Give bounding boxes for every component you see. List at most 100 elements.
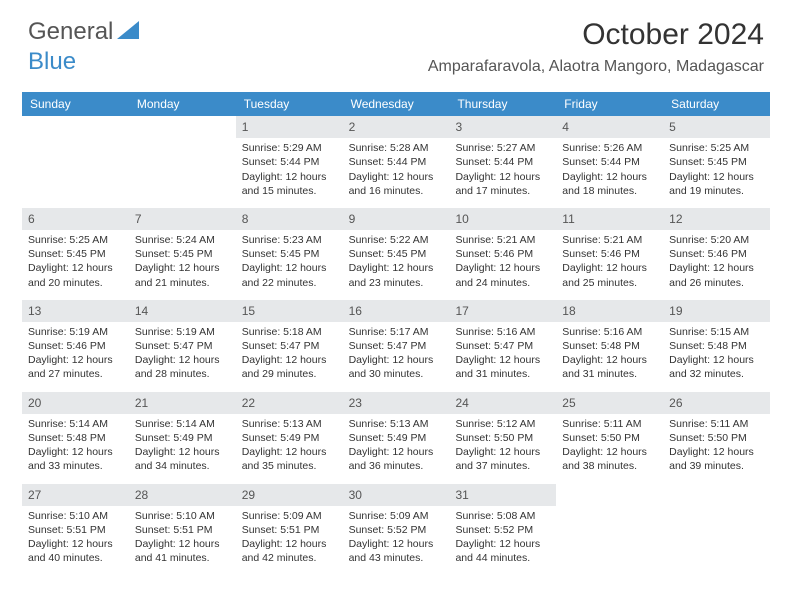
day-cell: 21Sunrise: 5:14 AMSunset: 5:49 PMDayligh…: [129, 392, 236, 484]
day-content: Sunrise: 5:29 AMSunset: 5:44 PMDaylight:…: [236, 138, 343, 208]
weeks-container: .... 1Sunrise: 5:29 AMSunset: 5:44 PMDayl…: [22, 116, 770, 575]
sunset-line: Sunset: 5:52 PM: [455, 523, 550, 537]
day-content: Sunrise: 5:28 AMSunset: 5:44 PMDaylight:…: [343, 138, 450, 208]
day-number: 17: [449, 300, 556, 322]
daylight-line: Daylight: 12 hours and 33 minutes.: [28, 445, 123, 473]
day-header: Saturday: [663, 92, 770, 116]
sunrise-line: Sunrise: 5:16 AM: [455, 325, 550, 339]
header: General October 2024 Amparafaravola, Ala…: [0, 0, 792, 82]
page-title: October 2024: [428, 18, 764, 52]
sunrise-line: Sunrise: 5:19 AM: [135, 325, 230, 339]
daylight-line: Daylight: 12 hours and 21 minutes.: [135, 261, 230, 289]
daylight-line: Daylight: 12 hours and 24 minutes.: [455, 261, 550, 289]
day-cell: ..: [22, 116, 129, 208]
day-number: 19: [663, 300, 770, 322]
day-number: 23: [343, 392, 450, 414]
day-cell: 20Sunrise: 5:14 AMSunset: 5:48 PMDayligh…: [22, 392, 129, 484]
day-cell: 9Sunrise: 5:22 AMSunset: 5:45 PMDaylight…: [343, 208, 450, 300]
sunset-line: Sunset: 5:45 PM: [669, 155, 764, 169]
sunset-line: Sunset: 5:44 PM: [562, 155, 657, 169]
sunrise-line: Sunrise: 5:14 AM: [135, 417, 230, 431]
day-cell: 13Sunrise: 5:19 AMSunset: 5:46 PMDayligh…: [22, 300, 129, 392]
sunrise-line: Sunrise: 5:24 AM: [135, 233, 230, 247]
day-number: 31: [449, 484, 556, 506]
day-number: 28: [129, 484, 236, 506]
daylight-line: Daylight: 12 hours and 15 minutes.: [242, 170, 337, 198]
sunrise-line: Sunrise: 5:16 AM: [562, 325, 657, 339]
sunrise-line: Sunrise: 5:28 AM: [349, 141, 444, 155]
daylight-line: Daylight: 12 hours and 26 minutes.: [669, 261, 764, 289]
day-cell: 16Sunrise: 5:17 AMSunset: 5:47 PMDayligh…: [343, 300, 450, 392]
day-number: 27: [22, 484, 129, 506]
day-content: Sunrise: 5:23 AMSunset: 5:45 PMDaylight:…: [236, 230, 343, 300]
day-content: Sunrise: 5:18 AMSunset: 5:47 PMDaylight:…: [236, 322, 343, 392]
day-number: 29: [236, 484, 343, 506]
day-content: Sunrise: 5:21 AMSunset: 5:46 PMDaylight:…: [449, 230, 556, 300]
daylight-line: Daylight: 12 hours and 28 minutes.: [135, 353, 230, 381]
daylight-line: Daylight: 12 hours and 37 minutes.: [455, 445, 550, 473]
day-cell: 4Sunrise: 5:26 AMSunset: 5:44 PMDaylight…: [556, 116, 663, 208]
day-content: Sunrise: 5:26 AMSunset: 5:44 PMDaylight:…: [556, 138, 663, 208]
day-content: Sunrise: 5:16 AMSunset: 5:48 PMDaylight:…: [556, 322, 663, 392]
sunset-line: Sunset: 5:45 PM: [135, 247, 230, 261]
sunrise-line: Sunrise: 5:09 AM: [242, 509, 337, 523]
day-content: Sunrise: 5:16 AMSunset: 5:47 PMDaylight:…: [449, 322, 556, 392]
day-content: Sunrise: 5:17 AMSunset: 5:47 PMDaylight:…: [343, 322, 450, 392]
day-cell: 18Sunrise: 5:16 AMSunset: 5:48 PMDayligh…: [556, 300, 663, 392]
daylight-line: Daylight: 12 hours and 23 minutes.: [349, 261, 444, 289]
day-cell: 24 Sunrise: 5:12 AMSunset: 5:50 PMDayligh…: [449, 392, 556, 484]
daylight-line: Daylight: 12 hours and 34 minutes.: [135, 445, 230, 473]
daylight-line: Daylight: 12 hours and 42 minutes.: [242, 537, 337, 565]
sunrise-line: Sunrise: 5:12 AM: [455, 417, 550, 431]
day-cell: 22Sunrise: 5:13 AMSunset: 5:49 PMDayligh…: [236, 392, 343, 484]
sunset-line: Sunset: 5:50 PM: [455, 431, 550, 445]
day-number: 6: [22, 208, 129, 230]
day-number: 2: [343, 116, 450, 138]
sunset-line: Sunset: 5:47 PM: [242, 339, 337, 353]
sunrise-line: Sunrise: 5:20 AM: [669, 233, 764, 247]
day-number: 25: [556, 392, 663, 414]
day-cell: ..: [556, 484, 663, 576]
day-cell: 26Sunrise: 5:11 AMSunset: 5:50 PMDayligh…: [663, 392, 770, 484]
sunset-line: Sunset: 5:48 PM: [28, 431, 123, 445]
sunset-line: Sunset: 5:46 PM: [28, 339, 123, 353]
day-content: Sunrise: 5:21 AMSunset: 5:46 PMDaylight:…: [556, 230, 663, 300]
daylight-line: Daylight: 12 hours and 18 minutes.: [562, 170, 657, 198]
sunrise-line: Sunrise: 5:10 AM: [28, 509, 123, 523]
day-header: Wednesday: [343, 92, 450, 116]
day-cell: 3Sunrise: 5:27 AMSunset: 5:44 PMDaylight…: [449, 116, 556, 208]
day-cell: 14Sunrise: 5:19 AMSunset: 5:47 PMDayligh…: [129, 300, 236, 392]
sunset-line: Sunset: 5:48 PM: [562, 339, 657, 353]
sunset-line: Sunset: 5:47 PM: [349, 339, 444, 353]
daylight-line: Daylight: 12 hours and 16 minutes.: [349, 170, 444, 198]
day-header: Thursday: [449, 92, 556, 116]
sunrise-line: Sunrise: 5:21 AM: [562, 233, 657, 247]
day-content: Sunrise: 5:14 AMSunset: 5:49 PMDaylight:…: [129, 414, 236, 484]
sunrise-line: Sunrise: 5:19 AM: [28, 325, 123, 339]
sunrise-line: Sunrise: 5:11 AM: [669, 417, 764, 431]
day-content: Sunrise: 5:13 AMSunset: 5:49 PMDaylight:…: [236, 414, 343, 484]
week-row: 6Sunrise: 5:25 AMSunset: 5:45 PMDaylight…: [22, 208, 770, 300]
day-cell: 11Sunrise: 5:21 AMSunset: 5:46 PMDayligh…: [556, 208, 663, 300]
daylight-line: Daylight: 12 hours and 17 minutes.: [455, 170, 550, 198]
sunrise-line: Sunrise: 5:14 AM: [28, 417, 123, 431]
sunrise-line: Sunrise: 5:23 AM: [242, 233, 337, 247]
logo: General: [28, 18, 139, 46]
day-number: 24: [449, 392, 556, 414]
day-number: 15: [236, 300, 343, 322]
day-cell: 17Sunrise: 5:16 AMSunset: 5:47 PMDayligh…: [449, 300, 556, 392]
sunset-line: Sunset: 5:51 PM: [135, 523, 230, 537]
daylight-line: Daylight: 12 hours and 29 minutes.: [242, 353, 337, 381]
week-row: ....1Sunrise: 5:29 AMSunset: 5:44 PMDayl…: [22, 116, 770, 208]
sunrise-line: Sunrise: 5:10 AM: [135, 509, 230, 523]
day-content: Sunrise: 5:09 AMSunset: 5:51 PMDaylight:…: [236, 506, 343, 576]
daylight-line: Daylight: 12 hours and 30 minutes.: [349, 353, 444, 381]
day-cell: 1Sunrise: 5:29 AMSunset: 5:44 PMDaylight…: [236, 116, 343, 208]
daylight-line: Daylight: 12 hours and 27 minutes.: [28, 353, 123, 381]
day-content: Sunrise: 5:19 AMSunset: 5:47 PMDaylight:…: [129, 322, 236, 392]
week-row: 20Sunrise: 5:14 AMSunset: 5:48 PMDayligh…: [22, 392, 770, 484]
sunrise-line: Sunrise: 5:13 AM: [349, 417, 444, 431]
sunrise-line: Sunrise: 5:29 AM: [242, 141, 337, 155]
sunrise-line: Sunrise: 5:15 AM: [669, 325, 764, 339]
day-number: 3: [449, 116, 556, 138]
